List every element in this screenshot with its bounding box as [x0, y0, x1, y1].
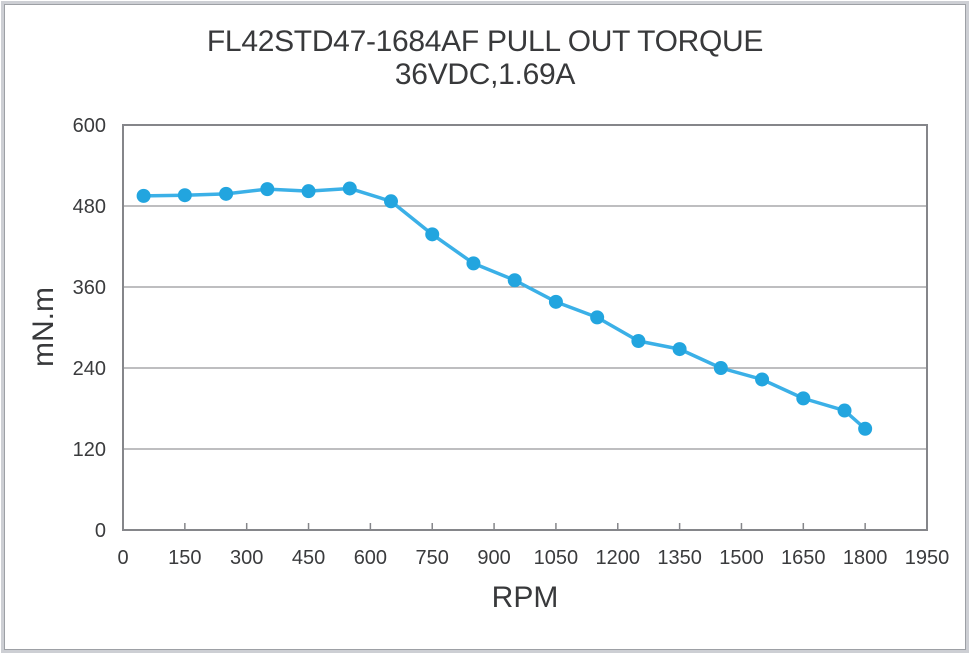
data-point — [136, 188, 151, 203]
data-point — [548, 294, 563, 309]
data-point — [631, 334, 646, 348]
data-point — [219, 186, 234, 201]
svg-text:150: 150 — [168, 547, 201, 569]
svg-text:1650: 1650 — [781, 547, 826, 569]
data-point — [837, 403, 852, 418]
svg-text:0: 0 — [117, 547, 128, 569]
svg-text:750: 750 — [416, 547, 449, 569]
data-point — [507, 273, 522, 288]
chart-title-line2: 36VDC,1.69A — [394, 58, 576, 91]
data-point — [466, 256, 481, 271]
data-point — [755, 372, 770, 387]
data-point — [301, 184, 316, 199]
data-point — [590, 310, 605, 325]
data-point — [384, 194, 398, 209]
data-point — [713, 361, 728, 375]
x-ticks — [184, 523, 866, 530]
data-point — [672, 342, 687, 357]
svg-text:1050: 1050 — [534, 547, 579, 569]
svg-text:240: 240 — [73, 358, 106, 380]
svg-text:1200: 1200 — [596, 547, 641, 569]
data-point — [342, 181, 357, 196]
data-points — [136, 181, 873, 436]
x-axis-label: RPM — [491, 581, 559, 614]
svg-text:120: 120 — [73, 439, 106, 461]
data-line — [141, 186, 867, 431]
data-point — [796, 391, 811, 406]
data-point — [858, 421, 873, 436]
svg-text:480: 480 — [73, 196, 106, 218]
chart-title-line1: FL42STD47-1684AF PULL OUT TORQUE — [206, 25, 764, 58]
gridlines — [123, 205, 927, 450]
svg-text:0: 0 — [95, 520, 106, 542]
y-tick-labels: 0 120 240 360 480 600 — [73, 115, 106, 542]
svg-text:1950: 1950 — [905, 547, 950, 569]
svg-text:1350: 1350 — [657, 547, 702, 569]
svg-text:900: 900 — [477, 547, 510, 569]
plot-border — [122, 124, 928, 531]
data-point — [260, 182, 275, 197]
svg-text:1800: 1800 — [843, 547, 888, 569]
chart-title: FL42STD47-1684AF PULL OUT TORQUE 36VDC,1… — [0, 25, 970, 91]
svg-text:600: 600 — [73, 115, 106, 137]
svg-text:600: 600 — [354, 547, 387, 569]
data-point — [425, 227, 440, 242]
data-point — [177, 188, 192, 203]
svg-text:1500: 1500 — [719, 547, 764, 569]
svg-text:300: 300 — [230, 547, 263, 569]
svg-text:360: 360 — [73, 277, 106, 299]
x-tick-labels: 0 150 300 450 600 750 900 1050 1200 1350 1500 1650 1… — [117, 547, 949, 569]
svg-text:450: 450 — [292, 547, 325, 569]
